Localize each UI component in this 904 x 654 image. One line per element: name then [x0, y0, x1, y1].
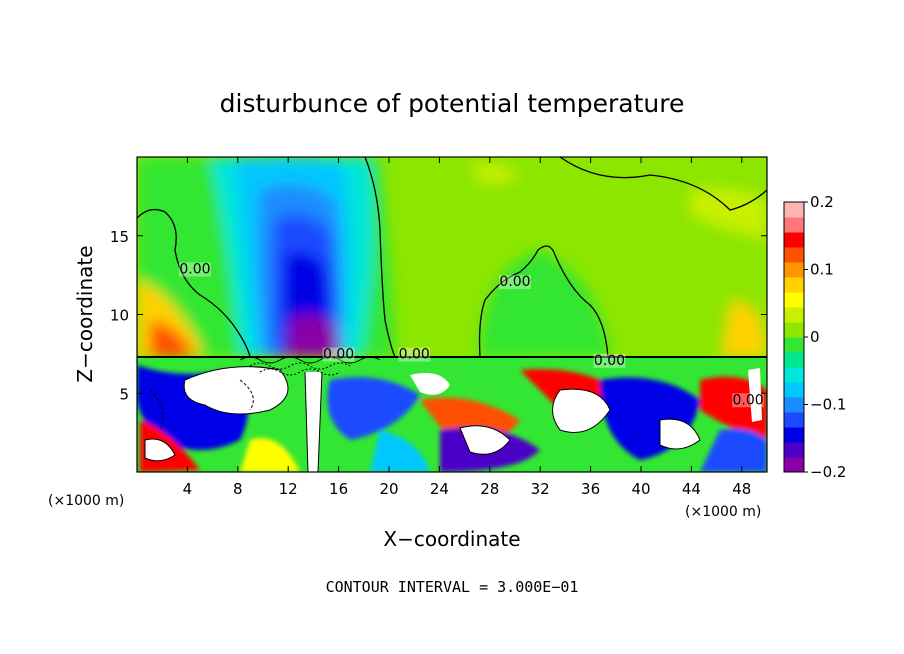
x-unit-right: (×1000 m) [685, 504, 761, 520]
chart-title: disturbunce of potential temperature [220, 89, 685, 118]
colorbar-band [784, 427, 804, 443]
blob-yellow-1 [240, 438, 300, 472]
y-tick-label: 10 [110, 307, 129, 325]
colorbar-band [784, 277, 804, 293]
contour-label-bg [593, 353, 626, 368]
blob-cyan-1 [370, 430, 430, 472]
white-region-5 [460, 425, 510, 455]
white-region-8 [748, 368, 762, 422]
colorbar-ticks: 0.2 0.1 0 −0.1 −0.2 [804, 193, 846, 481]
blob-blue-5 [700, 428, 767, 472]
colorbar-band [784, 367, 804, 383]
field-zero-band-right [480, 250, 610, 357]
colorbar-tick-label: 0.1 [810, 261, 834, 279]
x-tick-label: 24 [430, 480, 449, 498]
colorbar-band [784, 217, 804, 233]
colorbar-band [784, 457, 804, 473]
x-tick-label: 16 [329, 480, 348, 498]
white-region-6 [145, 439, 175, 461]
contour-interval-note: CONTOUR INTERVAL = 3.000E−01 [326, 578, 579, 596]
colorbar-band [784, 247, 804, 263]
interface-waves [239, 356, 381, 376]
x-axis-ticks: 4 8 12 16 20 24 28 32 36 40 44 48 [183, 157, 751, 498]
x-tick-label: 8 [233, 480, 243, 498]
colorbar-tick-label: −0.2 [810, 463, 846, 481]
colorbar-band [784, 397, 804, 413]
colorbar-tick-label: −0.1 [810, 396, 846, 414]
colorbar-band [784, 232, 804, 248]
contour-labels: 0.00 0.00 0.00 0.00 0.00 0.00 [178, 262, 765, 408]
blob-blue-2 [327, 377, 420, 440]
x-tick-label: 12 [279, 480, 298, 498]
colorbar: 0.2 0.1 0 −0.1 −0.2 [783, 193, 846, 481]
contour-label-bg [398, 347, 431, 362]
colorbar-band [784, 262, 804, 278]
colorbar-band [784, 352, 804, 368]
x-tick-label: 44 [682, 480, 701, 498]
colorbar-band [784, 202, 804, 218]
y-axis-ticks: 5 10 15 [110, 228, 767, 403]
contour-label: 0.00 [179, 262, 210, 278]
contour-label: 0.00 [594, 353, 625, 369]
colorbar-band [784, 412, 804, 428]
colorbar-band [784, 307, 804, 323]
field-yellow-patch-2 [690, 188, 767, 240]
colorbar-band [784, 442, 804, 458]
contour-label-bg [499, 275, 531, 290]
x-tick-label: 36 [581, 480, 600, 498]
x-tick-label: 40 [631, 480, 650, 498]
zero-contour-right [478, 245, 609, 358]
zero-contour-left [137, 208, 251, 358]
x-unit-left: (×1000 m) [48, 493, 124, 509]
y-tick-label: 15 [110, 228, 129, 246]
zero-contour-top [559, 157, 767, 211]
x-tick-label: 20 [379, 480, 398, 498]
contour-label: 0.00 [733, 392, 764, 408]
x-tick-label: 28 [480, 480, 499, 498]
y-tick-label: 5 [119, 385, 129, 403]
y-axis-label: Z−coordinate [73, 245, 97, 382]
white-region-3 [410, 372, 450, 395]
contour-label-bg [322, 347, 355, 362]
colorbar-band [784, 322, 804, 338]
field-warm-right [720, 300, 767, 357]
contour-label: 0.00 [499, 274, 530, 290]
lower-contours [144, 366, 701, 472]
colorbar-bands [784, 202, 804, 473]
lower-field [137, 357, 767, 472]
zero-contours [137, 157, 767, 358]
x-tick-label: 4 [183, 480, 193, 498]
colorbar-band [784, 292, 804, 308]
contour-label-bg [732, 393, 765, 408]
white-region-2 [305, 372, 322, 472]
colorbar-tick-label: 0 [810, 328, 820, 346]
white-region-1 [184, 366, 288, 414]
colorbar-band [784, 382, 804, 398]
colorbar-tick-label: 0.2 [810, 193, 834, 211]
white-region-4 [552, 389, 610, 433]
field-yellow-patch [470, 163, 520, 184]
white-region-7 [660, 419, 700, 449]
contour-label: 0.00 [323, 347, 354, 363]
contour-label: 0.00 [399, 347, 430, 363]
upper-field [137, 157, 767, 357]
zero-contour-plume [364, 157, 396, 358]
field-warm-left-core [150, 320, 195, 357]
x-axis-label: X−coordinate [383, 527, 520, 551]
plot-area [137, 157, 767, 472]
colorbar-band [784, 337, 804, 353]
field-core [285, 313, 340, 357]
x-tick-label: 48 [732, 480, 751, 498]
contour-label-bg [178, 262, 211, 277]
x-tick-label: 32 [531, 480, 550, 498]
